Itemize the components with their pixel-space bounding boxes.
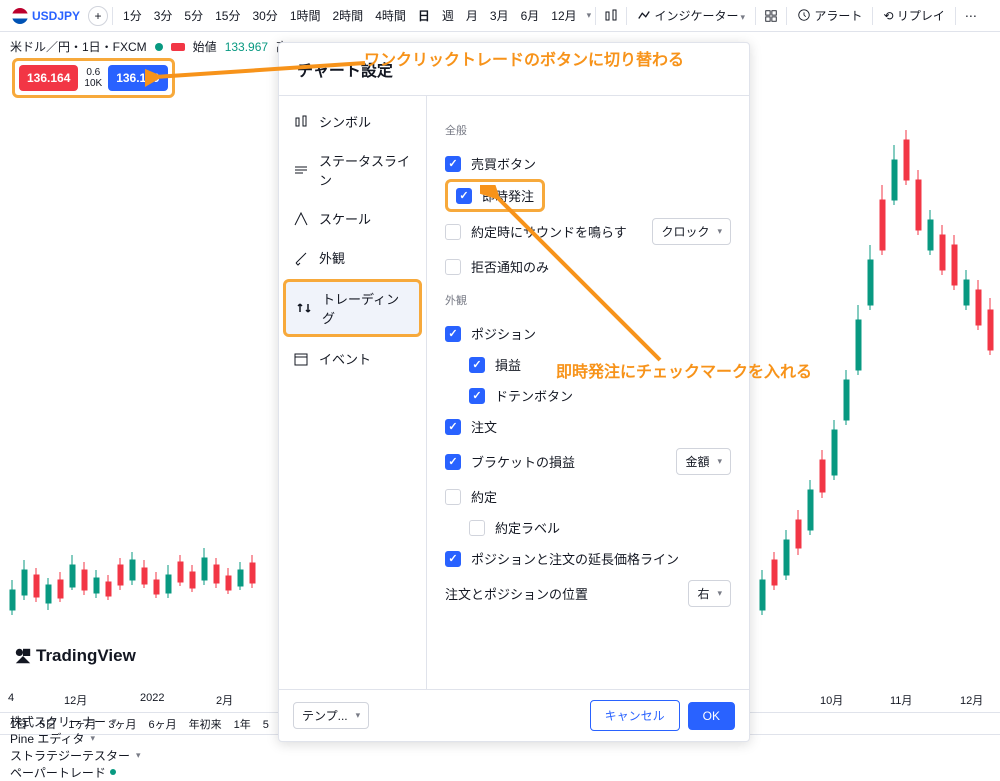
checkbox-icon[interactable] [445, 551, 461, 567]
sidebar-item-statusline[interactable]: ステータスライン [279, 141, 426, 199]
chart-candles-left [0, 470, 280, 670]
bottom-tab-1[interactable]: Pine エディタ ▾ [10, 730, 141, 747]
range-年初来[interactable]: 年初来 [189, 719, 222, 731]
dialog-sidebar: シンボル ステータスライン スケール 外観 トレーディング イベント [279, 96, 427, 689]
top-toolbar: USDJPY + 1分3分5分15分30分1時間2時間4時間日週月3月6月12月… [0, 0, 1000, 32]
checkbox-icon[interactable] [445, 156, 461, 172]
spread-display: 0.6 10K [84, 67, 102, 89]
template-select[interactable]: テンプ...▾ [293, 702, 369, 729]
dialog-content: 全般 売買ボタン 即時発注 約定時にサウンドを鳴らすクロック▾ 拒否通知のみ 外… [427, 96, 749, 689]
chart-settings-dialog: チャート設定 シンボル ステータスライン スケール 外観 トレーディング [278, 42, 750, 742]
opt-fill[interactable]: 約定 [445, 481, 731, 512]
checkbox-icon[interactable] [445, 419, 461, 435]
opt-ext-lines[interactable]: ポジションと注文の延長価格ライン [445, 543, 731, 574]
opt-order[interactable]: 注文 [445, 411, 731, 442]
cancel-button[interactable]: キャンセル [590, 700, 680, 731]
annotation-2: 即時発注にチェックマークを入れる [556, 358, 812, 382]
checkbox-icon[interactable] [469, 357, 485, 373]
interval-15分[interactable]: 15分 [209, 3, 246, 28]
candle-icon [293, 114, 309, 130]
opt-position-place: 注文とポジションの位置右▾ [445, 574, 731, 613]
chevron-down-icon[interactable]: ▾ [587, 10, 592, 21]
interval-3分[interactable]: 3分 [148, 3, 179, 28]
interval-3月[interactable]: 3月 [484, 3, 515, 28]
open-label: 始値 [193, 38, 217, 55]
replay-button[interactable]: ⟲ リプレイ [877, 3, 950, 28]
opt-instant-order[interactable]: 即時発注 [445, 179, 545, 212]
opt-bracket-pnl[interactable]: ブラケットの損益金額▾ [445, 442, 731, 481]
opt-buysell-button[interactable]: 売買ボタン [445, 148, 731, 179]
checkbox-icon[interactable] [445, 489, 461, 505]
bottom-tab-2[interactable]: ストラテジーテスター ▾ [10, 747, 141, 764]
opt-doten-button[interactable]: ドテンボタン [445, 380, 731, 411]
interval-日[interactable]: 日 [412, 3, 436, 28]
flag-icon [12, 8, 28, 24]
dialog-footer: テンプ...▾ キャンセル OK [279, 689, 749, 741]
buy-button[interactable]: 136.170 [108, 65, 167, 91]
checkbox-icon[interactable] [445, 259, 461, 275]
tradingview-watermark: TradingView [14, 646, 136, 666]
one-click-trade-panel: 136.164 0.6 10K 136.170 [12, 58, 175, 98]
ticker-chip[interactable]: USDJPY [6, 6, 86, 26]
checkbox-icon[interactable] [469, 388, 485, 404]
lines-icon [293, 162, 309, 178]
interval-30分[interactable]: 30分 [246, 3, 283, 28]
interval-週[interactable]: 週 [436, 3, 460, 28]
sidebar-item-symbol[interactable]: シンボル [279, 102, 426, 141]
interval-月[interactable]: 月 [460, 3, 484, 28]
sidebar-item-scale[interactable]: スケール [279, 199, 426, 238]
interval-6月[interactable]: 6月 [515, 3, 546, 28]
range-1年[interactable]: 1年 [234, 719, 251, 731]
bottom-tab-3[interactable]: ペーパートレード [10, 764, 141, 781]
checkbox-icon[interactable] [445, 454, 461, 470]
position-place-select[interactable]: 右▾ [688, 580, 731, 607]
pair-label: 米ドル／円・1日・FXCM [10, 38, 147, 55]
section-general: 全般 [445, 122, 731, 138]
indicators-button[interactable]: インジケーター▾ [631, 3, 751, 28]
section-appearance: 外観 [445, 292, 731, 308]
scale-icon [293, 211, 309, 227]
sidebar-item-appearance[interactable]: 外観 [279, 238, 426, 277]
sidebar-item-trading[interactable]: トレーディング [283, 279, 422, 337]
interval-list: 1分3分5分15分30分1時間2時間4時間日週月3月6月12月 [117, 3, 583, 28]
checkbox-icon[interactable] [445, 326, 461, 342]
checkbox-icon[interactable] [469, 520, 485, 536]
more-icon[interactable]: ⋯ [960, 5, 982, 27]
interval-2時間[interactable]: 2時間 [327, 3, 370, 28]
range-5[interactable]: 5 [263, 719, 269, 731]
interval-12月[interactable]: 12月 [545, 3, 582, 28]
opt-sound-on-fill[interactable]: 約定時にサウンドを鳴らすクロック▾ [445, 212, 731, 251]
status-bar-icon [171, 43, 185, 51]
candle-type-icon[interactable] [600, 5, 622, 27]
add-symbol-button[interactable]: + [88, 6, 108, 26]
ticker-symbol: USDJPY [32, 9, 80, 23]
checkbox-icon[interactable] [456, 188, 472, 204]
interval-1時間[interactable]: 1時間 [284, 3, 327, 28]
trading-icon [296, 300, 312, 316]
status-dot-icon [155, 43, 163, 51]
brush-icon [293, 250, 309, 266]
bracket-select[interactable]: 金額▾ [676, 448, 731, 475]
sidebar-item-events[interactable]: イベント [279, 339, 426, 378]
calendar-icon [293, 351, 309, 367]
opt-fill-label[interactable]: 約定ラベル [445, 512, 731, 543]
interval-4時間[interactable]: 4時間 [369, 3, 412, 28]
interval-5分[interactable]: 5分 [178, 3, 209, 28]
alert-button[interactable]: アラート [791, 3, 868, 28]
opt-reject-only[interactable]: 拒否通知のみ [445, 251, 731, 282]
annotation-1: ワンクリックトレードのボタンに切り替わる [364, 46, 684, 70]
ok-button[interactable]: OK [688, 702, 735, 730]
bottom-tab-0[interactable]: 株式スクリーナー ▾ [10, 713, 141, 730]
sound-select[interactable]: クロック▾ [652, 218, 731, 245]
sell-button[interactable]: 136.164 [19, 65, 78, 91]
open-value: 133.967 [225, 40, 268, 54]
grid-icon[interactable] [760, 5, 782, 27]
checkbox-icon[interactable] [445, 224, 461, 240]
opt-position[interactable]: ポジション [445, 318, 731, 349]
interval-1分[interactable]: 1分 [117, 3, 148, 28]
